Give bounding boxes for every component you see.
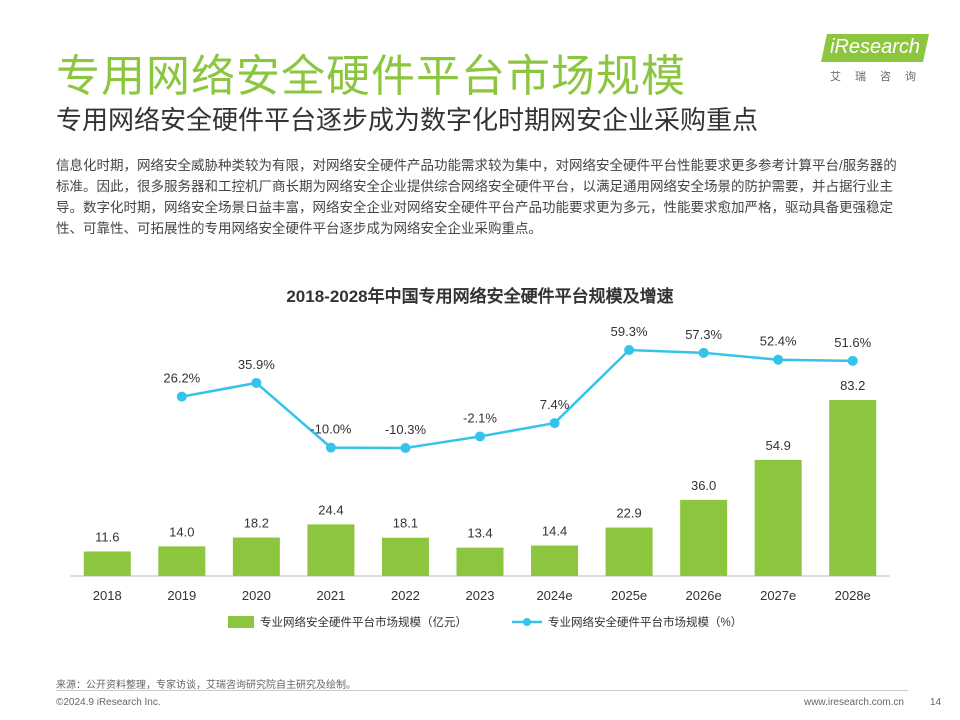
x-tick-label-2018: 2018 xyxy=(93,588,122,603)
bar-value-label-2021: 24.4 xyxy=(318,502,343,517)
logo-subtext: 艾瑞咨询 xyxy=(830,71,930,83)
footer-url: www.iresearch.com.cn xyxy=(803,697,904,708)
bar-value-label-2019: 14.0 xyxy=(169,524,194,539)
growth-value-label-2024e: 7.4% xyxy=(540,397,570,412)
growth-value-label-2022: -10.3% xyxy=(385,422,427,437)
legend-line-marker xyxy=(523,618,531,626)
growth-point-2021 xyxy=(325,442,336,453)
growth-value-label-2021: -10.0% xyxy=(310,422,352,437)
growth-point-2025e xyxy=(624,345,635,355)
bar-2023 xyxy=(456,547,504,576)
bar-2019 xyxy=(158,546,206,576)
growth-value-label-2027e: 52.4% xyxy=(760,334,797,349)
bar-value-label-2025e: 22.9 xyxy=(616,506,641,521)
growth-value-label-2028e: 51.6% xyxy=(834,335,871,350)
growth-point-2020 xyxy=(251,377,262,388)
legend-bar-swatch xyxy=(228,616,254,628)
bar-value-label-2027e: 54.9 xyxy=(766,438,791,453)
combo-chart: 11.6 2018 14.0 2019 18.2 2020 24.4 2021 18.1 2022… xyxy=(70,324,890,629)
chart-title: 2018-2028年中国专用网络安全硬件平台规模及增速 xyxy=(286,287,674,306)
x-tick-label-2021: 2021 xyxy=(316,588,345,603)
bar-2026e xyxy=(680,499,728,576)
growth-value-label-2019: 26.2% xyxy=(163,371,200,386)
x-tick-label-2026e: 2026e xyxy=(686,588,722,603)
legend-line-label: 专业网络安全硬件平台市场规模（%） xyxy=(548,615,742,629)
growth-point-2027e xyxy=(773,354,784,365)
growth-point-2028e xyxy=(847,355,858,366)
bar-value-label-2022: 18.1 xyxy=(393,516,418,531)
x-tick-label-2019: 2019 xyxy=(167,588,196,603)
growth-point-2023 xyxy=(475,431,485,442)
source-note: 来源：公开资料整理，专家访谈，艾瑞咨询研究院自主研究及绘制。 xyxy=(56,680,356,691)
growth-point-2022 xyxy=(400,443,411,453)
body-paragraph: 信息化时期，网络安全威胁种类较为有限，对网络安全硬件产品功能需求较为集中，对网络… xyxy=(56,158,897,236)
bar-value-label-2026e: 36.0 xyxy=(691,478,716,493)
footer-divider xyxy=(56,690,908,691)
growth-value-label-2025e: 59.3% xyxy=(611,324,648,339)
page-number: 14 xyxy=(930,697,942,708)
bar-2022 xyxy=(381,537,429,576)
logo-text: iResearch xyxy=(830,36,921,58)
growth-point-2019 xyxy=(176,391,187,402)
bar-2018 xyxy=(83,551,131,576)
x-tick-label-2023: 2023 xyxy=(466,588,495,603)
growth-point-2026e xyxy=(698,347,709,358)
legend-bar-label: 专业网络安全硬件平台市场规模（亿元） xyxy=(260,615,467,629)
copyright: ©2024.9 iResearch Inc. xyxy=(56,697,161,708)
page-title: 专用网络安全硬件平台市场规模 xyxy=(56,52,686,101)
bar-2021 xyxy=(307,524,355,576)
growth-value-label-2023: -2.1% xyxy=(463,410,497,425)
x-tick-label-2025e: 2025e xyxy=(611,588,647,603)
growth-value-label-2026e: 57.3% xyxy=(685,327,722,342)
page-subtitle: 专用网络安全硬件平台逐步成为数字化时期网安企业采购重点 xyxy=(56,105,759,135)
x-tick-label-2024e: 2024e xyxy=(536,588,572,603)
bar-value-label-2024e: 14.4 xyxy=(542,524,567,539)
growth-point-2024e xyxy=(549,418,560,429)
iresearch-logo: iResearch 艾瑞咨询 xyxy=(821,34,934,84)
x-tick-label-2028e: 2028e xyxy=(835,588,871,603)
bar-2025e xyxy=(605,527,653,576)
bar-2028e xyxy=(829,400,877,576)
x-tick-label-2027e: 2027e xyxy=(760,588,796,603)
bar-2024e xyxy=(531,545,579,576)
bar-value-label-2020: 18.2 xyxy=(244,516,269,531)
growth-line xyxy=(181,348,853,450)
growth-value-label-2020: 35.9% xyxy=(238,357,275,372)
x-tick-label-2022: 2022 xyxy=(391,588,420,603)
bar-value-label-2023: 13.4 xyxy=(467,526,492,541)
x-tick-label-2020: 2020 xyxy=(242,588,271,603)
bar-2020 xyxy=(232,537,280,576)
bar-value-label-2018: 11.6 xyxy=(95,529,119,544)
bar-2027e xyxy=(754,459,802,576)
bar-value-label-2028e: 83.2 xyxy=(840,378,865,393)
